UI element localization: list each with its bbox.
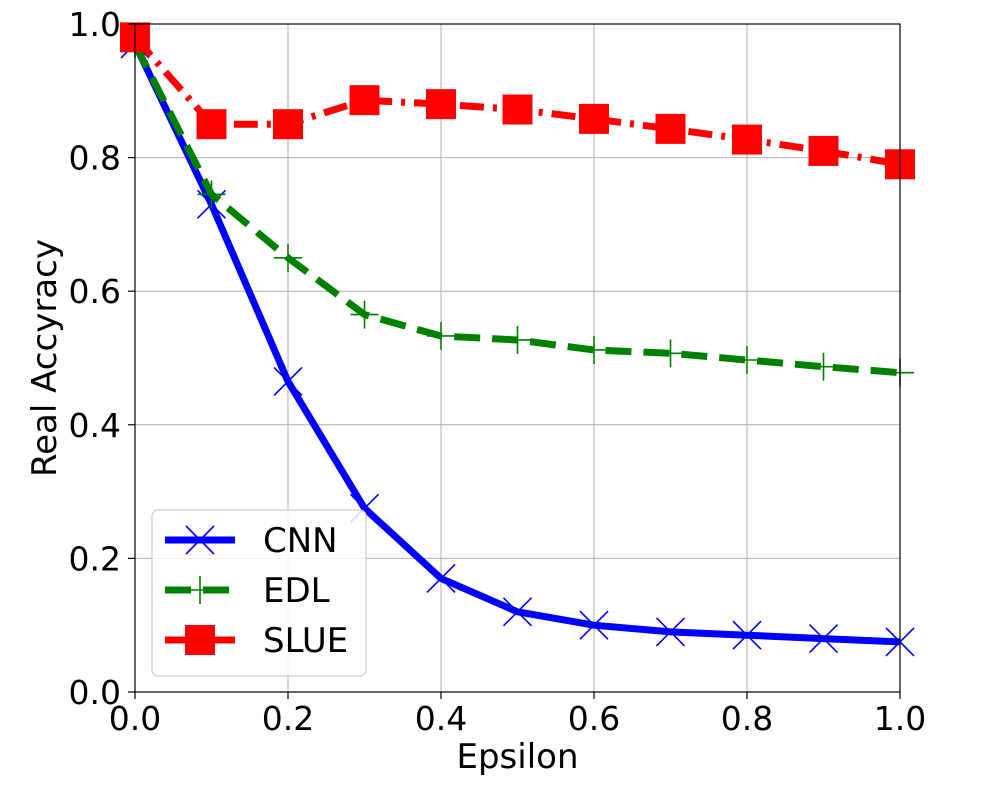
- data-point-edl: [274, 243, 302, 272]
- data-point-edl: [809, 352, 838, 381]
- x-tick-label: 0.6: [568, 699, 620, 738]
- x-tick-label: 0.4: [415, 699, 467, 738]
- legend-marker-slue: [185, 625, 215, 655]
- data-point-cnn: [579, 610, 609, 640]
- legend-marker-edl: [186, 576, 214, 604]
- ticks: 0.0 0.2 0.4 0.6 0.8 1.0 0.0 0.2 0.4 0.6 0.8 1.0: [69, 5, 927, 738]
- data-point-cnn: [273, 366, 303, 396]
- y-tick-label: 0.8: [69, 139, 121, 178]
- y-tick-label: 0.2: [69, 539, 121, 578]
- data-point-slue: [579, 103, 609, 134]
- data-point-slue: [349, 85, 380, 116]
- legend-label-cnn: CNN: [263, 521, 338, 561]
- data-point-cnn: [808, 623, 839, 654]
- data-point-slue: [196, 109, 227, 140]
- data-point-edl: [656, 339, 685, 368]
- data-point-edl: [580, 335, 608, 364]
- data-point-slue: [426, 89, 456, 120]
- x-axis-label: Epsilon: [456, 737, 578, 777]
- plot-frame: [134, 23, 901, 693]
- y-tick-label: 0.0: [69, 673, 121, 712]
- series-line-edl: [131, 42, 901, 377]
- data-point-edl: [503, 325, 532, 354]
- x-tick-label: 0.0: [109, 699, 161, 738]
- data-point-edl: [427, 321, 455, 350]
- data-point-slue: [808, 135, 839, 166]
- data-point-cnn: [732, 620, 762, 650]
- legend: CNN EDL SLUE: [151, 509, 367, 677]
- x-tick-label: 0.2: [262, 699, 314, 738]
- y-tick-label: 0.6: [69, 272, 121, 311]
- x-tick-label: 1.0: [874, 699, 926, 738]
- legend-label-edl: EDL: [263, 571, 330, 611]
- y-axis-label: Real Accyracy: [25, 239, 65, 477]
- legend-marker-cnn: [185, 525, 215, 555]
- x-tick-label: 0.8: [721, 699, 773, 738]
- legend-label-slue: SLUE: [263, 621, 348, 661]
- data-point-cnn: [426, 563, 456, 594]
- data-point-slue: [732, 124, 762, 155]
- data-point-slue: [655, 113, 686, 144]
- data-point-edl: [197, 180, 226, 209]
- data-point-slue: [273, 109, 303, 140]
- data-point-edl: [733, 346, 761, 375]
- data-point-cnn: [655, 617, 686, 647]
- y-tick-label: 0.4: [69, 406, 121, 445]
- y-tick-label: 1.0: [69, 5, 121, 44]
- data-point-slue: [502, 94, 533, 125]
- data-point-edl: [350, 300, 379, 329]
- data-point-cnn: [502, 597, 533, 627]
